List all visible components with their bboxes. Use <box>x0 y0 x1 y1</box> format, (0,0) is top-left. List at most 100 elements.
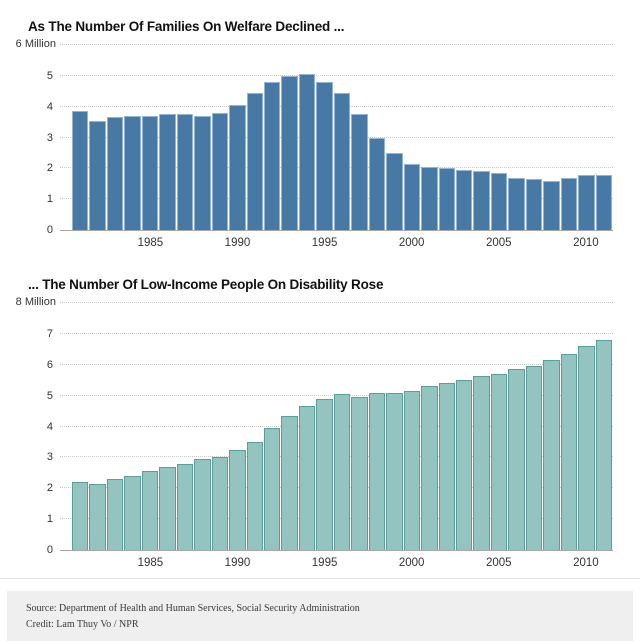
disability-chart-title: ... The Number Of Low-Income People On D… <box>28 277 384 293</box>
x-tick-label: 1990 <box>224 557 251 569</box>
bar-1998 <box>368 392 386 550</box>
bar-2004 <box>473 171 490 230</box>
bar-1991 <box>246 92 263 230</box>
bar-2001 <box>421 166 438 230</box>
y-tick-label: 0 <box>46 224 53 236</box>
credit-text: Credit: Lam Thuy Vo / NPR <box>26 619 139 630</box>
y-tick-label: 1 <box>46 193 53 206</box>
bars-group <box>72 303 613 550</box>
bar-1981 <box>72 111 89 230</box>
bar-2008 <box>543 360 560 550</box>
bar-2000 <box>403 163 421 230</box>
bar-2005 <box>490 172 508 230</box>
source-text: Source: Department of Health and Human S… <box>26 603 360 614</box>
bar-1989 <box>211 457 229 550</box>
disability-chart-section: ... The Number Of Low-Income People On D… <box>0 258 640 578</box>
gridline <box>60 332 613 334</box>
y-tick-label: 5 <box>46 69 53 82</box>
bar-1987 <box>176 463 194 550</box>
gridline <box>60 44 613 45</box>
y-tick-label: 2 <box>46 162 53 175</box>
x-tick-label: 2000 <box>398 557 425 569</box>
bar-2007 <box>525 366 543 550</box>
bar-2011 <box>595 340 613 550</box>
bar-1982 <box>89 483 106 550</box>
x-tick-label: 1995 <box>311 237 338 249</box>
bar-1983 <box>106 117 124 230</box>
bar-2006 <box>508 177 525 230</box>
bar-2011 <box>595 174 613 230</box>
bar-1988 <box>194 458 211 550</box>
bar-1992 <box>263 428 281 550</box>
bar-1988 <box>194 115 211 230</box>
bar-1998 <box>368 137 386 230</box>
bar-1987 <box>176 114 194 230</box>
x-tick-label: 2000 <box>398 237 425 249</box>
bar-1991 <box>246 441 263 550</box>
bar-1992 <box>263 82 281 230</box>
gridline <box>60 302 613 303</box>
bar-1995 <box>316 82 333 230</box>
bar-2010 <box>578 174 595 230</box>
bar-1986 <box>159 466 176 550</box>
bar-2008 <box>543 180 560 230</box>
x-tick-label: 1995 <box>311 557 338 569</box>
bar-1996 <box>333 394 351 550</box>
bar-1993 <box>281 75 298 230</box>
bar-2000 <box>403 391 421 550</box>
welfare-chart-section: As The Number Of Families On Welfare Dec… <box>0 0 640 258</box>
gridline <box>60 74 613 76</box>
bar-1994 <box>298 74 316 230</box>
bar-1993 <box>281 415 298 550</box>
bar-1982 <box>89 120 106 230</box>
y-axis-unit-label: 6 Million <box>15 38 56 50</box>
x-tick-label: 2010 <box>573 237 599 249</box>
bar-2006 <box>508 369 525 550</box>
y-tick-label: 4 <box>46 100 53 113</box>
bar-1995 <box>316 398 333 550</box>
bar-1986 <box>159 114 176 230</box>
bar-2002 <box>438 168 455 230</box>
bar-1985 <box>141 115 159 230</box>
y-axis-unit-label: 8 Million <box>15 296 56 308</box>
bar-1997 <box>351 397 368 550</box>
y-tick-label: 3 <box>46 451 53 464</box>
y-tick-label: 1 <box>46 513 53 526</box>
footer-divider <box>0 578 640 579</box>
gridline <box>60 363 613 365</box>
y-tick-label: 0 <box>46 544 53 556</box>
welfare-chart-title: As The Number Of Families On Welfare Dec… <box>28 19 345 35</box>
bar-1984 <box>124 115 141 230</box>
y-tick-label: 6 <box>46 358 53 371</box>
disability-chart-plot: 0 1 2 3 4 5 6 7 8 Million 1985 1990 1995 2000 2005 201… <box>16 296 613 569</box>
bar-1983 <box>106 479 124 550</box>
x-tick-label: 2005 <box>485 237 512 249</box>
bar-1999 <box>386 152 403 230</box>
bar-2010 <box>578 346 595 550</box>
bar-2003 <box>455 380 473 550</box>
x-tick-label: 2005 <box>485 557 512 569</box>
bar-1994 <box>298 406 316 550</box>
y-tick-label: 2 <box>46 482 53 495</box>
bar-1990 <box>229 449 246 550</box>
bar-1996 <box>333 92 351 230</box>
bar-2003 <box>455 169 473 230</box>
x-tick-label: 1990 <box>224 237 251 249</box>
bar-2005 <box>490 374 508 550</box>
x-tick-label: 2010 <box>573 557 599 569</box>
welfare-chart-plot: 0 1 2 3 4 5 6 Million 1985 1990 1995 2000 2005 2010 <box>16 38 613 249</box>
y-tick-label: 5 <box>46 389 53 402</box>
bar-1989 <box>211 112 229 230</box>
bar-1997 <box>351 114 368 230</box>
bar-2002 <box>438 383 455 550</box>
x-tick-label: 1985 <box>137 237 164 249</box>
bar-2009 <box>560 177 578 230</box>
bar-2001 <box>421 386 438 550</box>
footer: Source: Department of Health and Human S… <box>7 591 633 641</box>
bars-group <box>72 45 613 230</box>
y-tick-label: 7 <box>46 327 53 340</box>
bar-1981 <box>72 482 89 550</box>
bar-1999 <box>386 392 403 550</box>
bar-2004 <box>473 375 490 550</box>
